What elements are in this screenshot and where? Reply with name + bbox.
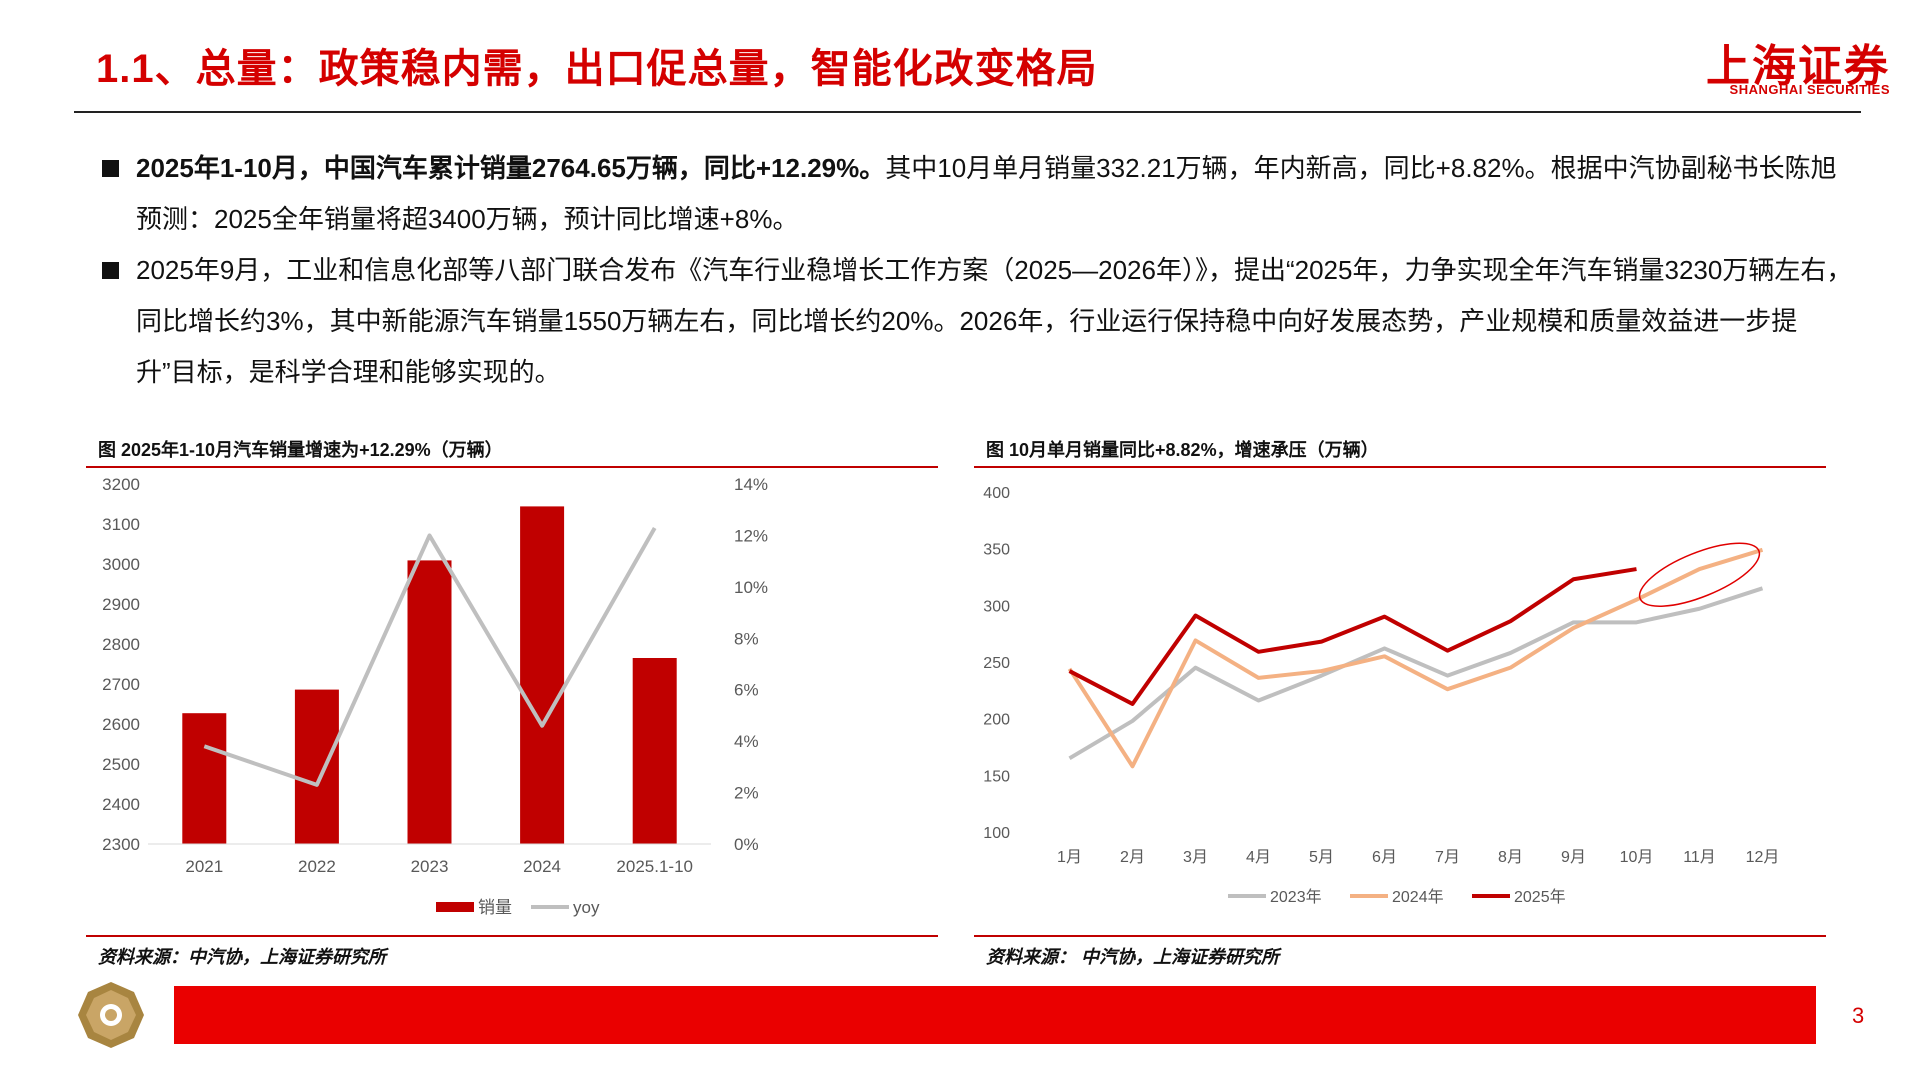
bullet-item-2: 2025年9月，工业和信息化部等八部门联合发布《汽车行业稳增长工作方案（2025… — [102, 245, 1854, 398]
footer-emblem-icon — [78, 982, 144, 1048]
y-tick-label: 300 — [983, 598, 1010, 615]
y-tick-label: 200 — [983, 712, 1010, 729]
left-chart: 3200 3100 3000 2900 2800 2700 2600 2500 2400 2300… — [102, 475, 768, 917]
legend-label: 2023年 — [1270, 888, 1322, 906]
x-tick-label: 2025.1-10 — [616, 857, 693, 876]
bullet-list: 2025年1-10月，中国汽车累计销量2764.65万辆，同比+12.29%。其… — [102, 143, 1854, 398]
x-tick-label: 8月 — [1498, 849, 1523, 866]
x-tick-label: 5月 — [1309, 849, 1334, 866]
left-y-tick-label: 3100 — [102, 515, 140, 534]
logo-english-name: SHANGHAI SECURITIES — [1729, 82, 1890, 97]
left-chart-bottom-rule — [86, 935, 938, 937]
bullet-1-bold-text: 2025年1-10月，中国汽车累计销量2764.65万辆，同比+12.29%。 — [136, 153, 886, 183]
sales-bar — [407, 560, 452, 844]
right-y-tick-label: 2% — [734, 784, 759, 803]
right-chart: 400 350 300 250 200 150 100 1月 2月 3月 4月 5月 6月 7月 8月 9月 1… — [983, 485, 1780, 906]
bullet-square-icon — [102, 262, 119, 279]
right-chart-source: 资料来源： 中汽协，上海证券研究所 — [986, 947, 1279, 967]
right-chart-title-rule — [974, 466, 1826, 468]
x-tick-label: 12月 — [1746, 849, 1780, 866]
right-chart-title: 图 10月单月销量同比+8.82%，增速承压（万辆） — [986, 440, 1379, 460]
right-y-tick-label: 0% — [734, 835, 759, 854]
sales-bar — [294, 689, 339, 844]
left-chart-source: 资料来源：中汽协，上海证券研究所 — [98, 947, 386, 967]
series-line-2024年 — [1067, 547, 1764, 769]
x-tick-label: 2月 — [1120, 849, 1145, 866]
left-y-tick-label: 3200 — [102, 475, 140, 494]
left-chart-title-rule — [86, 466, 938, 468]
right-y-tick-label: 14% — [734, 475, 768, 494]
series-line-2023年 — [1068, 586, 1764, 761]
page-title: 1.1、总量：政策稳内需，出口促总量，智能化改变格局 — [96, 47, 1098, 91]
footer-bar — [174, 986, 1816, 1044]
right-y-tick-label: 4% — [734, 732, 759, 751]
x-tick-label: 9月 — [1561, 849, 1586, 866]
yoy-line — [203, 526, 657, 787]
right-y-tick-label: 10% — [734, 578, 768, 597]
sales-bar — [520, 506, 565, 844]
bullet-square-icon — [102, 160, 119, 177]
x-tick-label: 7月 — [1435, 849, 1460, 866]
sales-bar — [182, 713, 227, 844]
bullet-item-1: 2025年1-10月，中国汽车累计销量2764.65万辆，同比+12.29%。其… — [102, 143, 1854, 245]
x-tick-label: 4月 — [1246, 849, 1271, 866]
left-y-tick-label: 2500 — [102, 755, 140, 774]
left-chart-title: 图 2025年1-10月汽车销量增速为+12.29%（万辆） — [98, 440, 503, 460]
x-tick-label: 2021 — [185, 857, 223, 876]
left-y-tick-label: 2700 — [102, 675, 140, 694]
x-tick-label: 2024 — [523, 857, 561, 876]
left-y-tick-label: 2400 — [102, 795, 140, 814]
x-tick-label: 1月 — [1057, 849, 1082, 866]
x-tick-label: 11月 — [1683, 849, 1716, 866]
y-tick-label: 250 — [983, 655, 1010, 672]
right-y-tick-label: 6% — [734, 681, 759, 700]
left-y-tick-label: 2300 — [102, 835, 140, 854]
title-divider — [74, 111, 1861, 113]
left-y-tick-label: 2800 — [102, 635, 140, 654]
page-number: 3 — [1852, 1003, 1865, 1028]
legend-sales-label: 销量 — [478, 898, 512, 917]
x-tick-label: 10月 — [1620, 849, 1654, 866]
bullet-2-text: 2025年9月，工业和信息化部等八部门联合发布《汽车行业稳增长工作方案（2025… — [136, 255, 1853, 387]
logo-chinese-name: 上海证券 — [1706, 42, 1890, 91]
bullet-1-text: 其中10月单月销量332.21万辆，年内新高，同比+8.82%。根据中汽协副秘书… — [136, 153, 1837, 234]
x-tick-label: 3月 — [1183, 849, 1208, 866]
left-y-tick-label: 2600 — [102, 715, 140, 734]
x-tick-label: 6月 — [1372, 849, 1397, 866]
company-logo: 上海证券 SHANGHAI SECURITIES — [1700, 30, 1890, 100]
x-tick-label: 2022 — [298, 857, 336, 876]
y-tick-label: 400 — [983, 485, 1010, 502]
sales-bar — [632, 658, 677, 844]
left-y-tick-label: 3000 — [102, 555, 140, 574]
legend-sales-swatch — [436, 902, 474, 912]
series-line-2025年 — [1068, 567, 1637, 706]
y-tick-label: 150 — [983, 768, 1010, 785]
x-tick-label: 2023 — [411, 857, 449, 876]
right-y-tick-label: 12% — [734, 526, 768, 545]
y-tick-label: 350 — [983, 542, 1010, 559]
right-chart-bottom-rule — [974, 935, 1826, 937]
left-y-tick-label: 2900 — [102, 595, 140, 614]
y-tick-label: 100 — [983, 825, 1010, 842]
highlight-ellipse — [1638, 542, 1761, 607]
legend-label: 2024年 — [1392, 888, 1444, 906]
right-y-tick-label: 8% — [734, 629, 759, 648]
legend-yoy-label: yoy — [573, 898, 600, 917]
legend-label: 2025年 — [1514, 888, 1566, 906]
